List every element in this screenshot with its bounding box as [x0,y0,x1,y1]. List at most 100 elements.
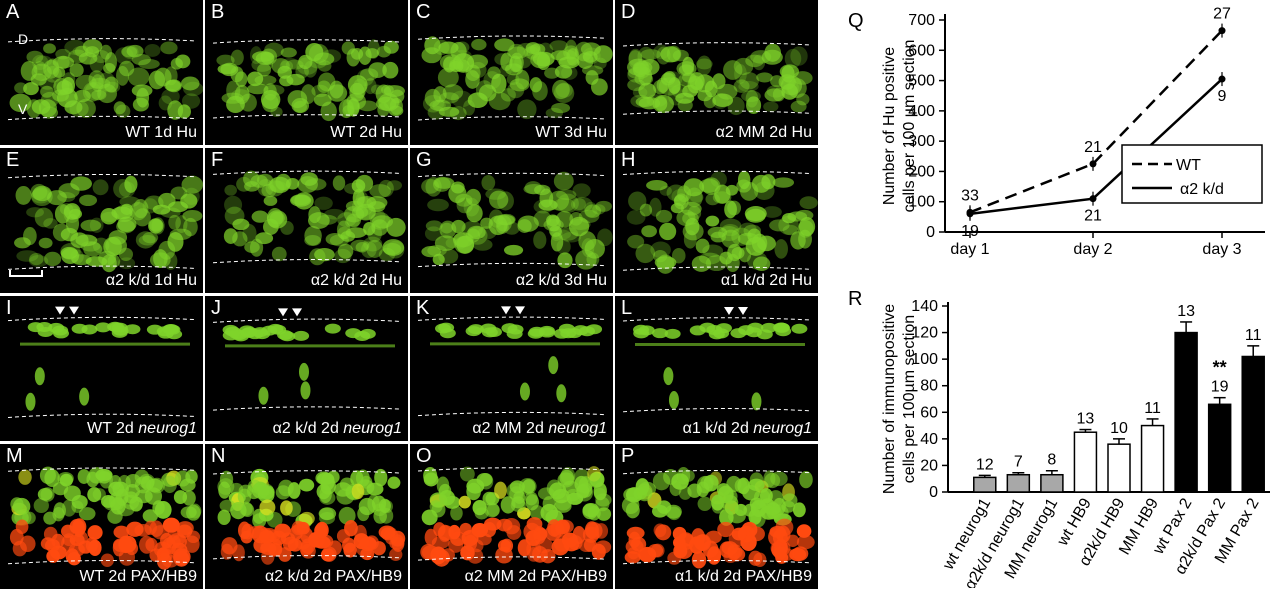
panel-letter: M [6,445,23,467]
panel-letter: N [211,445,226,467]
y-tick-label: 0 [926,224,935,241]
panel-letter: A [6,1,20,23]
panel-caption: α2 k/d 2d PAX/HB9 [264,568,402,585]
panel-letter: O [416,445,432,467]
panel-letter: D [621,1,636,23]
panel-letter: G [416,149,432,171]
ventral-label: V [18,101,28,117]
legend-label-k-d: α2 k/d [1180,181,1224,198]
y-tick-label: 20 [920,457,938,474]
panel-caption: α1 k/d 2d neurog1 [682,420,812,437]
y-tick-label: 40 [920,431,938,448]
panel-letter: L [621,297,633,319]
y-tick-label: 100 [908,194,935,211]
y-axis-label: Number of Hu positive [881,47,898,205]
n-label: 9 [1218,88,1227,105]
panel-label-r: R [848,288,863,310]
y-tick-label: 600 [908,42,935,59]
y-tick-label: 400 [908,103,935,120]
n-label: 21 [1084,208,1102,225]
n-label: 19 [1211,379,1229,396]
n-label: 19 [961,223,979,240]
panel-letter: P [621,445,635,467]
n-label: 21 [1084,139,1102,156]
panel-caption: WT 2d PAX/HB9 [79,568,197,585]
dorsal-label: D [18,31,29,47]
panel-caption: α1 k/d 2d Hu [720,272,812,289]
bar [1073,431,1098,493]
panel-label-q: Q [848,10,864,32]
micrograph-panel-m: M WT 2d PAX/HB9 [0,444,203,589]
panel-letter: K [416,297,430,319]
panel-letter: E [6,149,20,171]
panel-letter: C [416,1,431,23]
y-tick-label: 100 [911,351,938,368]
panel-letter: F [211,149,224,171]
panel-caption: WT 2d Hu [330,124,402,141]
bar [1107,443,1131,493]
panel-caption: α2 k/d 3d Hu [515,272,607,289]
bar [973,476,997,493]
panel-caption: α2 k/d 2d neurog1 [272,420,402,437]
bar [1006,473,1031,493]
y-tick-label: 200 [908,163,935,180]
n-label: 11 [1144,400,1161,417]
micrograph-panel-c: C WT 3d Hu [410,0,613,145]
series-line-0 [969,29,1223,214]
panel-caption: α2 k/d 2d Hu [310,272,402,289]
n-label: 10 [1110,420,1128,437]
n-label: 11 [1245,327,1262,344]
micrograph-panel-b: B WT 2d Hu [205,0,408,145]
panel-letter: I [6,297,12,319]
n-label: 8 [1047,452,1056,469]
bar [1174,331,1198,493]
x-tick-label: day 3 [1202,241,1241,258]
y-tick-label: 500 [908,73,935,90]
hu-line-chart: 0 100 200 300 400 500 600 700 day 1 day 2 day 3 Num… [881,6,1265,258]
micrograph-panel-i: I WT 2d neurog1 [0,296,203,441]
panel-caption: α1 k/d 2d PAX/HB9 [674,568,812,585]
immunopositive-bar-chart: 0 20 40 60 80 100 120 140 Number of immunopositi… [881,298,1270,588]
panel-caption: α2 k/d 1d Hu [105,272,197,289]
x-tick-label: day 2 [1073,241,1112,258]
y-tick-label: 300 [908,133,935,150]
bar [1040,473,1064,493]
n-label: 7 [1014,454,1023,471]
bar [1207,403,1232,493]
panel-letter: H [621,149,636,171]
n-label: 27 [1213,6,1231,23]
legend-label-wt: WT [1176,157,1201,174]
bar [1241,355,1265,493]
y-axis-label-2: cells per 100µm section [901,315,918,483]
panel-caption: α2 MM 2d neurog1 [472,420,607,437]
n-label: 13 [1077,411,1095,428]
panel-caption: WT 1d Hu [125,124,197,141]
y-axis-label-2: cells per 100 µm section [901,40,918,213]
legend-box [1121,144,1263,204]
y-tick-label: 0 [929,484,938,501]
y-tick-label: 120 [911,325,938,342]
x-tick-label: day 1 [950,241,989,258]
panel-caption: α2 MM 2d Hu [715,124,812,141]
bar [1140,424,1165,493]
y-axis-label: Number of immunopositive [881,304,898,494]
y-tick-label: 80 [920,378,938,395]
n-label: 33 [961,187,979,204]
n-label: 13 [1177,303,1195,320]
panel-caption: WT 2d neurog1 [87,420,197,437]
n-label: 12 [976,456,994,473]
panel-letter: J [211,297,221,319]
y-tick-label: 700 [908,12,935,29]
panel-letter: B [211,1,225,23]
significance-label: ** [1213,358,1227,378]
